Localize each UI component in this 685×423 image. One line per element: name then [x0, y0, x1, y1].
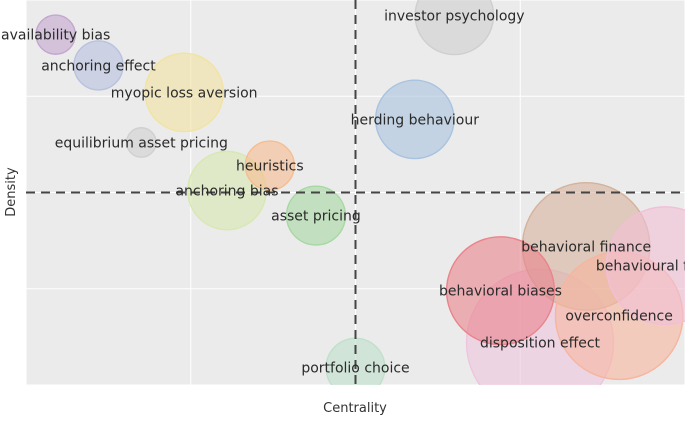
- bubble[interactable]: [445, 236, 556, 346]
- bubble-label: availability bias: [1, 28, 110, 44]
- bubble[interactable]: [244, 140, 296, 191]
- bubble-label: equilibrium asset pricing: [55, 135, 228, 151]
- bubble-label: heuristics: [236, 159, 304, 175]
- bubble-label: behavioral finance: [521, 239, 651, 255]
- bubble-labels: investor psychology availability bias anch…: [1, 8, 685, 376]
- x-axis-title: Centrality: [323, 401, 387, 416]
- y-axis-title: Density: [4, 167, 19, 217]
- quadrant-divider-lines: [26, 0, 685, 385]
- bubble[interactable]: [414, 0, 495, 56]
- bubble-label: asset pricing: [271, 209, 361, 225]
- bubble[interactable]: [125, 127, 157, 158]
- bubble-label: anchoring bias: [175, 184, 278, 200]
- bubble-label: disposition effect: [480, 336, 601, 352]
- bubble-label: myopic loss aversion: [111, 85, 258, 101]
- bubble-label: behavioral biases: [439, 284, 562, 300]
- bubble-label: behavioural finance: [596, 259, 685, 275]
- bubble-label: overconfidence: [565, 309, 673, 325]
- bubble[interactable]: [35, 14, 76, 55]
- bubbles: [35, 0, 685, 385]
- bubble-label: herding behaviour: [351, 112, 480, 128]
- bubble[interactable]: [605, 206, 685, 326]
- bubble[interactable]: [285, 185, 347, 246]
- bubble[interactable]: [374, 79, 455, 160]
- bubble-label: investor psychology: [384, 8, 524, 24]
- bubble[interactable]: [73, 40, 124, 91]
- bubble-label: anchoring effect: [41, 58, 156, 74]
- bubble-label: portfolio choice: [301, 361, 409, 377]
- bubble[interactable]: [144, 52, 225, 133]
